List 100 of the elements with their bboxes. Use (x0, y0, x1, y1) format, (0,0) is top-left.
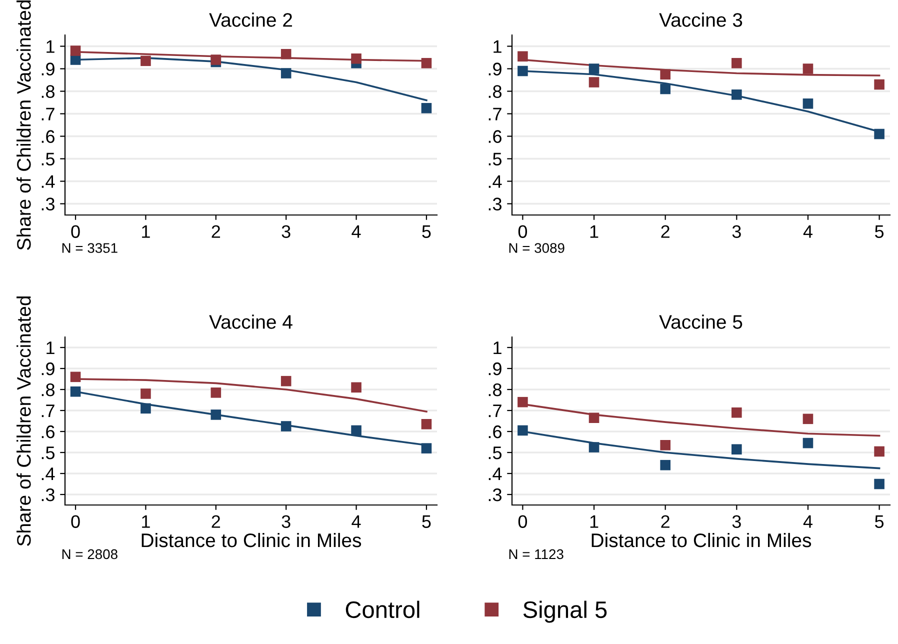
x-tick-label: 3 (732, 225, 741, 238)
text: N = 1123 (509, 549, 564, 560)
y-tick-label: .3 (42, 488, 54, 502)
point (732, 407, 742, 418)
y-axis-title: Share of Children Vaccinated (16, 296, 31, 546)
x-tick-label: 5 (875, 515, 884, 528)
y-tick-label: 1 (46, 342, 54, 354)
x-tick-label: 2 (661, 515, 670, 528)
y-tick-label: .7 (488, 404, 502, 418)
text: N = 3089 (509, 243, 564, 253)
x-axis-title: Distance to Clinic in Miles (592, 532, 812, 548)
point (802, 64, 814, 74)
x-axis-title: Distance to Clinic in Miles (142, 532, 362, 548)
y-tick-label: .4 (42, 175, 55, 188)
point (732, 89, 742, 100)
y-axis-title: Share of Children Vaccinated (16, 0, 31, 250)
point (518, 396, 528, 408)
y-tick-label: .4 (42, 468, 55, 480)
y-tick-label: .9 (488, 362, 502, 376)
point (70, 386, 81, 397)
point (210, 54, 222, 65)
x-tick-label: 0 (518, 515, 528, 528)
y-tick-label: .8 (488, 383, 502, 396)
point (732, 444, 742, 454)
x-tick-label: 3 (282, 515, 290, 528)
x-tick-label: 1 (142, 225, 150, 238)
point (732, 58, 742, 68)
x-tick-label: 5 (422, 225, 431, 238)
point (660, 460, 670, 470)
x-tick-label: 1 (142, 515, 150, 528)
point (210, 410, 222, 420)
y-tick-label: 1 (494, 342, 502, 354)
y-tick-label: .8 (42, 85, 54, 98)
x-tick-label: 4 (352, 515, 361, 528)
point (280, 48, 292, 60)
legend-label: Signal 5 (523, 600, 607, 623)
point (588, 412, 600, 423)
point (351, 53, 362, 64)
point (280, 421, 292, 432)
y-tick-label: .7 (42, 108, 54, 120)
y-tick-label: .9 (488, 62, 502, 76)
x-tick-label: 3 (282, 225, 290, 238)
point (70, 372, 81, 382)
point (660, 440, 670, 450)
point (351, 425, 362, 436)
point (280, 376, 292, 386)
x-tick-label: 2 (212, 515, 220, 528)
y-tick-label: 1 (494, 40, 502, 53)
y-tick-label: .5 (488, 152, 502, 166)
x-tick-label: 2 (661, 225, 670, 238)
point (588, 77, 600, 88)
y-tick-label: .6 (488, 425, 502, 438)
y-tick-label: .9 (42, 362, 54, 376)
x-tick-label: 4 (352, 225, 361, 238)
point (70, 46, 81, 56)
x-tick-label: 4 (803, 515, 812, 528)
point (660, 84, 670, 94)
text: N = 3351 (62, 243, 118, 253)
chart-title: Vaccine 5 (659, 314, 742, 329)
y-tick-label: .4 (488, 468, 502, 480)
point (874, 478, 884, 490)
x-tick-label: 0 (71, 515, 80, 528)
point (421, 443, 432, 454)
point (421, 419, 432, 430)
point (660, 69, 670, 80)
y-tick-label: .4 (488, 175, 502, 188)
chart-title: Vaccine 3 (659, 12, 742, 27)
point (802, 438, 814, 448)
text: N = 2808 (62, 549, 118, 560)
point (874, 79, 884, 90)
y-tick-label: .7 (488, 108, 502, 120)
y-tick-label: 1 (46, 40, 54, 53)
x-tick-label: 5 (875, 225, 884, 238)
y-tick-label: .3 (488, 198, 502, 210)
point (140, 388, 151, 399)
point (518, 51, 528, 62)
y-tick-label: .7 (42, 404, 54, 418)
point (588, 64, 600, 74)
chart-title: Vaccine 4 (209, 314, 292, 329)
y-tick-label: .3 (488, 488, 502, 502)
point (280, 68, 292, 78)
x-tick-label: 2 (212, 225, 220, 238)
y-tick-label: .8 (488, 85, 502, 98)
y-tick-label: .5 (42, 152, 55, 166)
point (140, 56, 151, 66)
point (421, 58, 432, 68)
x-tick-label: 1 (590, 515, 598, 528)
x-tick-label: 1 (590, 225, 598, 238)
x-tick-label: 0 (518, 225, 528, 238)
point (421, 102, 432, 114)
x-tick-label: 0 (71, 225, 80, 238)
point (140, 403, 151, 414)
point (874, 128, 884, 140)
x-tick-label: 5 (422, 515, 431, 528)
point (802, 414, 814, 424)
y-tick-label: .8 (42, 383, 54, 396)
point (518, 425, 528, 436)
x-tick-label: 4 (803, 225, 812, 238)
y-tick-label: .6 (42, 130, 54, 143)
point (588, 442, 600, 452)
